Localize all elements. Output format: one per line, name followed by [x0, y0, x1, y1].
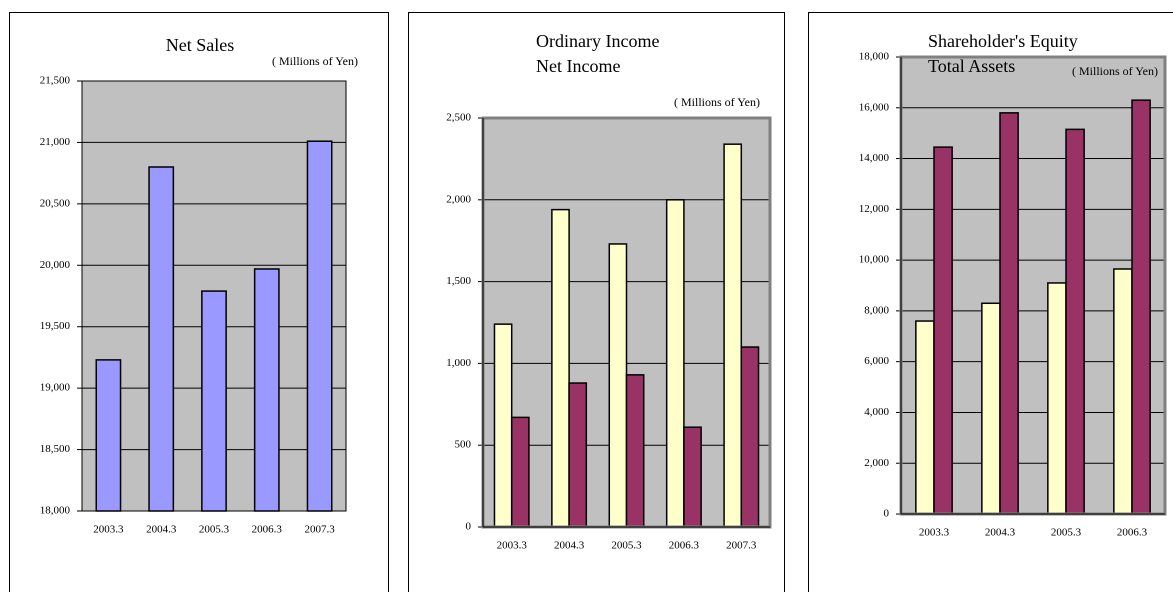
y-tick-label: 21,500: [40, 75, 71, 87]
y-tick-label: 19,500: [40, 320, 71, 332]
bar: [999, 112, 1019, 515]
legend-entry: Total Assets: [928, 56, 1015, 76]
x-tick-label: 2007.3: [726, 540, 757, 552]
y-tick-label: 1,000: [446, 357, 471, 369]
subtitle: ( Millions of Yen): [1072, 64, 1158, 78]
x-tick-label: 2007.3: [304, 524, 335, 536]
x-tick-label: 2006.3: [1117, 527, 1148, 539]
y-tick-label: 14,000: [859, 152, 890, 164]
bar: [608, 243, 628, 528]
y-tick-label: 20,000: [40, 259, 71, 271]
bar: [665, 199, 685, 528]
y-tick-label: 12,000: [859, 203, 890, 215]
chart-title: Net Sales: [166, 35, 234, 55]
y-tick-label: 2,500: [446, 112, 471, 124]
bar: [625, 374, 645, 528]
legend-entry: Ordinary Income: [536, 31, 659, 51]
subtitle: ( Millions of Yen): [272, 54, 358, 68]
x-tick-label: 2003.3: [93, 524, 124, 536]
y-tick-label: 1,500: [446, 275, 471, 287]
x-tick-label: 2006.3: [669, 540, 700, 552]
bar: [253, 268, 280, 512]
x-tick-label: 2006.3: [252, 524, 283, 536]
bar: [95, 359, 122, 512]
bar: [1131, 99, 1151, 515]
bar: [306, 140, 333, 512]
bar: [740, 346, 760, 528]
y-tick-label: 2,000: [446, 193, 471, 205]
y-tick-label: 0: [466, 521, 472, 533]
bar: [510, 416, 530, 528]
x-tick-label: 2004.3: [554, 540, 585, 552]
y-tick-label: 19,000: [40, 382, 71, 394]
bar: [683, 426, 702, 528]
legend-entry: Shareholder's Equity: [928, 31, 1078, 51]
y-tick-label: 18,500: [40, 443, 71, 455]
x-tick-label: 2004.3: [985, 527, 1016, 539]
bar: [1047, 282, 1067, 515]
bar: [981, 302, 1001, 515]
x-tick-label: 2003.3: [497, 540, 528, 552]
y-tick-label: 20,500: [40, 197, 71, 209]
x-tick-label: 2005.3: [199, 524, 230, 536]
y-tick-label: 16,000: [859, 101, 890, 113]
bar: [493, 323, 513, 528]
y-tick-label: 10,000: [859, 254, 890, 266]
y-tick-label: 6,000: [864, 355, 889, 367]
bar: [1113, 268, 1133, 515]
x-tick-label: 2004.3: [146, 524, 177, 536]
bar: [551, 208, 570, 528]
bar: [933, 146, 953, 515]
bar: [915, 320, 935, 515]
bar: [1065, 128, 1085, 515]
bar: [568, 382, 588, 528]
legend-entry: Net Income: [536, 56, 620, 76]
y-tick-label: 4,000: [864, 406, 889, 418]
y-tick-label: 0: [884, 508, 890, 520]
y-tick-label: 18,000: [40, 505, 71, 517]
x-tick-label: 2005.3: [1051, 527, 1082, 539]
y-tick-label: 18,000: [859, 51, 890, 63]
bar: [201, 290, 227, 512]
bar: [148, 166, 175, 512]
y-tick-label: 500: [455, 439, 472, 451]
y-tick-label: 8,000: [864, 304, 889, 316]
subtitle: ( Millions of Yen): [674, 95, 760, 109]
x-tick-label: 2003.3: [919, 527, 950, 539]
bar: [723, 143, 743, 528]
y-tick-label: 2,000: [864, 457, 889, 469]
y-tick-label: 21,000: [40, 136, 71, 148]
x-tick-label: 2005.3: [611, 540, 642, 552]
